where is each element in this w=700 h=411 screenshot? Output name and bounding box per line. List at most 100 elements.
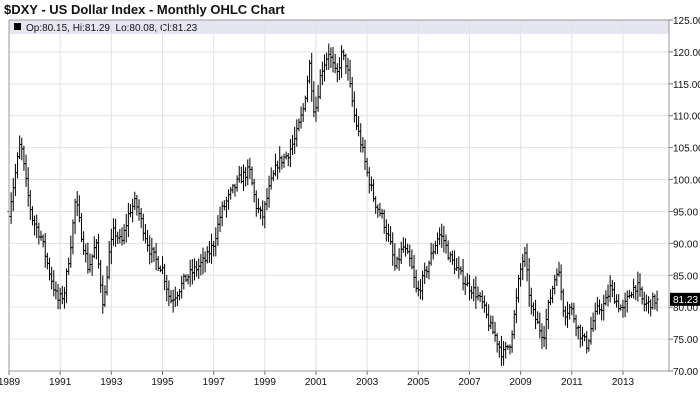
- ohlc-bar: [141, 213, 145, 241]
- ohlc-bar: [497, 340, 501, 358]
- ohlc-bar: [331, 46, 335, 73]
- ohlc-bar: [542, 325, 546, 347]
- ohlc-bar: [527, 258, 531, 307]
- ohlc-bar: [384, 219, 388, 242]
- ohlc-bar: [568, 303, 572, 320]
- y-tick-label: 110.00: [673, 112, 700, 123]
- ohlc-bar: [43, 232, 47, 268]
- ohlc-bar: [429, 242, 433, 266]
- ohlc-bar: [489, 315, 493, 330]
- ohlc-bar: [224, 196, 228, 218]
- ohlc-bar: [617, 294, 621, 313]
- ohlc-bar: [301, 103, 305, 122]
- ohlc-bar: [606, 284, 610, 307]
- ohlc-bar: [210, 233, 214, 264]
- ohlc-bar: [602, 294, 606, 321]
- ohlc-bar: [60, 285, 64, 305]
- y-tick-label: 70.00: [673, 367, 698, 378]
- ohlc-bar: [438, 227, 442, 246]
- ohlc-bar: [391, 232, 395, 266]
- ohlc-bar: [293, 126, 297, 154]
- ohlc-bar: [333, 53, 337, 74]
- x-axis: 1989 1991 1993 1995 1997 1999 2001 2003 2005 2007…: [0, 371, 635, 388]
- y-tick-label: 75.00: [673, 335, 698, 346]
- ohlc-bar: [487, 304, 491, 332]
- ohlc-bar: [158, 265, 162, 273]
- ohlc-bar: [214, 227, 218, 257]
- ohlc-bar: [124, 213, 128, 243]
- ohlc-bar: [229, 186, 233, 200]
- ohlc-bar: [327, 43, 331, 70]
- ohlc-bar: [88, 253, 92, 273]
- ohlc-bar: [216, 215, 220, 246]
- ohlc-bar: [69, 235, 73, 268]
- ohlc-bar: [111, 218, 115, 246]
- ohlc-bar: [627, 289, 631, 299]
- ohlc-bar: [346, 57, 350, 81]
- ohlc-bar: [574, 314, 578, 337]
- ohlc-bar: [122, 224, 126, 245]
- ohlc-bar: [474, 276, 478, 309]
- ohlc-bar: [399, 241, 403, 265]
- ohlc-bar: [171, 289, 175, 313]
- ohlc-bar: [589, 316, 593, 345]
- ohlc-bar: [548, 289, 552, 306]
- ohlc-bar: [39, 230, 43, 241]
- ohlc-bar: [252, 178, 256, 203]
- ohlc-bar: [553, 274, 557, 295]
- y-tick-label: 85.00: [673, 271, 698, 282]
- ohlc-bar: [30, 206, 34, 226]
- ohlc-bar: [178, 289, 182, 301]
- ohlc-bar: [190, 259, 194, 285]
- y-tick-label: 95.00: [673, 207, 698, 218]
- ohlc-bar: [423, 262, 427, 284]
- ohlc-bar: [35, 214, 39, 239]
- ohlc-bar: [286, 152, 290, 167]
- ohlc-bar: [499, 335, 503, 367]
- ohlc-bar: [529, 287, 533, 315]
- x-tick-label: 1989: [0, 377, 21, 388]
- ohlc-bar: [62, 287, 66, 309]
- x-tick-label: 1997: [203, 377, 226, 388]
- ohlc-bar: [404, 238, 408, 257]
- ohlc-bar: [267, 175, 271, 208]
- ohlc-bar: [335, 63, 339, 83]
- ohlc-bar: [357, 115, 361, 137]
- ohlc-bar: [634, 285, 638, 301]
- ohlc-bar: [625, 290, 629, 313]
- ohlc-bar: [137, 199, 141, 221]
- ohlc-bar: [340, 45, 344, 78]
- ohlc-bar: [325, 52, 329, 71]
- ohlc-bar: [448, 251, 452, 263]
- ohlc-bar: [199, 254, 203, 276]
- ohlc-bar: [636, 271, 640, 302]
- x-tick-label: 2007: [458, 377, 481, 388]
- ohlc-bar: [406, 243, 410, 254]
- ohlc-bar: [135, 194, 139, 216]
- ohlc-bar: [180, 275, 184, 299]
- ohlc-bar: [237, 165, 241, 183]
- ohlc-bar: [491, 315, 495, 335]
- ohlc-bar: [608, 275, 612, 303]
- ohlc-bar: [160, 256, 164, 275]
- ohlc-bar: [444, 234, 448, 254]
- ohlc-bar: [244, 167, 248, 187]
- last-value-box: [670, 292, 700, 306]
- ohlc-bar: [521, 253, 525, 281]
- ohlc-bar: [461, 258, 465, 291]
- y-tick-label: 105.00: [673, 144, 700, 155]
- ohlc-bar: [246, 159, 250, 186]
- ohlc-bar: [638, 273, 642, 297]
- ohlc-bar: [354, 108, 358, 131]
- ohlc-bar: [504, 341, 508, 359]
- ohlc-bar: [94, 238, 98, 260]
- ohlc-bar: [455, 257, 459, 272]
- ohlc-bar: [561, 288, 565, 317]
- ohlc-bar: [26, 167, 30, 207]
- ohlc-bar: [220, 201, 224, 227]
- y-axis: 125.00 120.00 115.00 110.00 105.00 100.00 95.0…: [669, 16, 700, 378]
- plot-frame: [8, 19, 670, 372]
- ohlc-bar: [67, 257, 71, 275]
